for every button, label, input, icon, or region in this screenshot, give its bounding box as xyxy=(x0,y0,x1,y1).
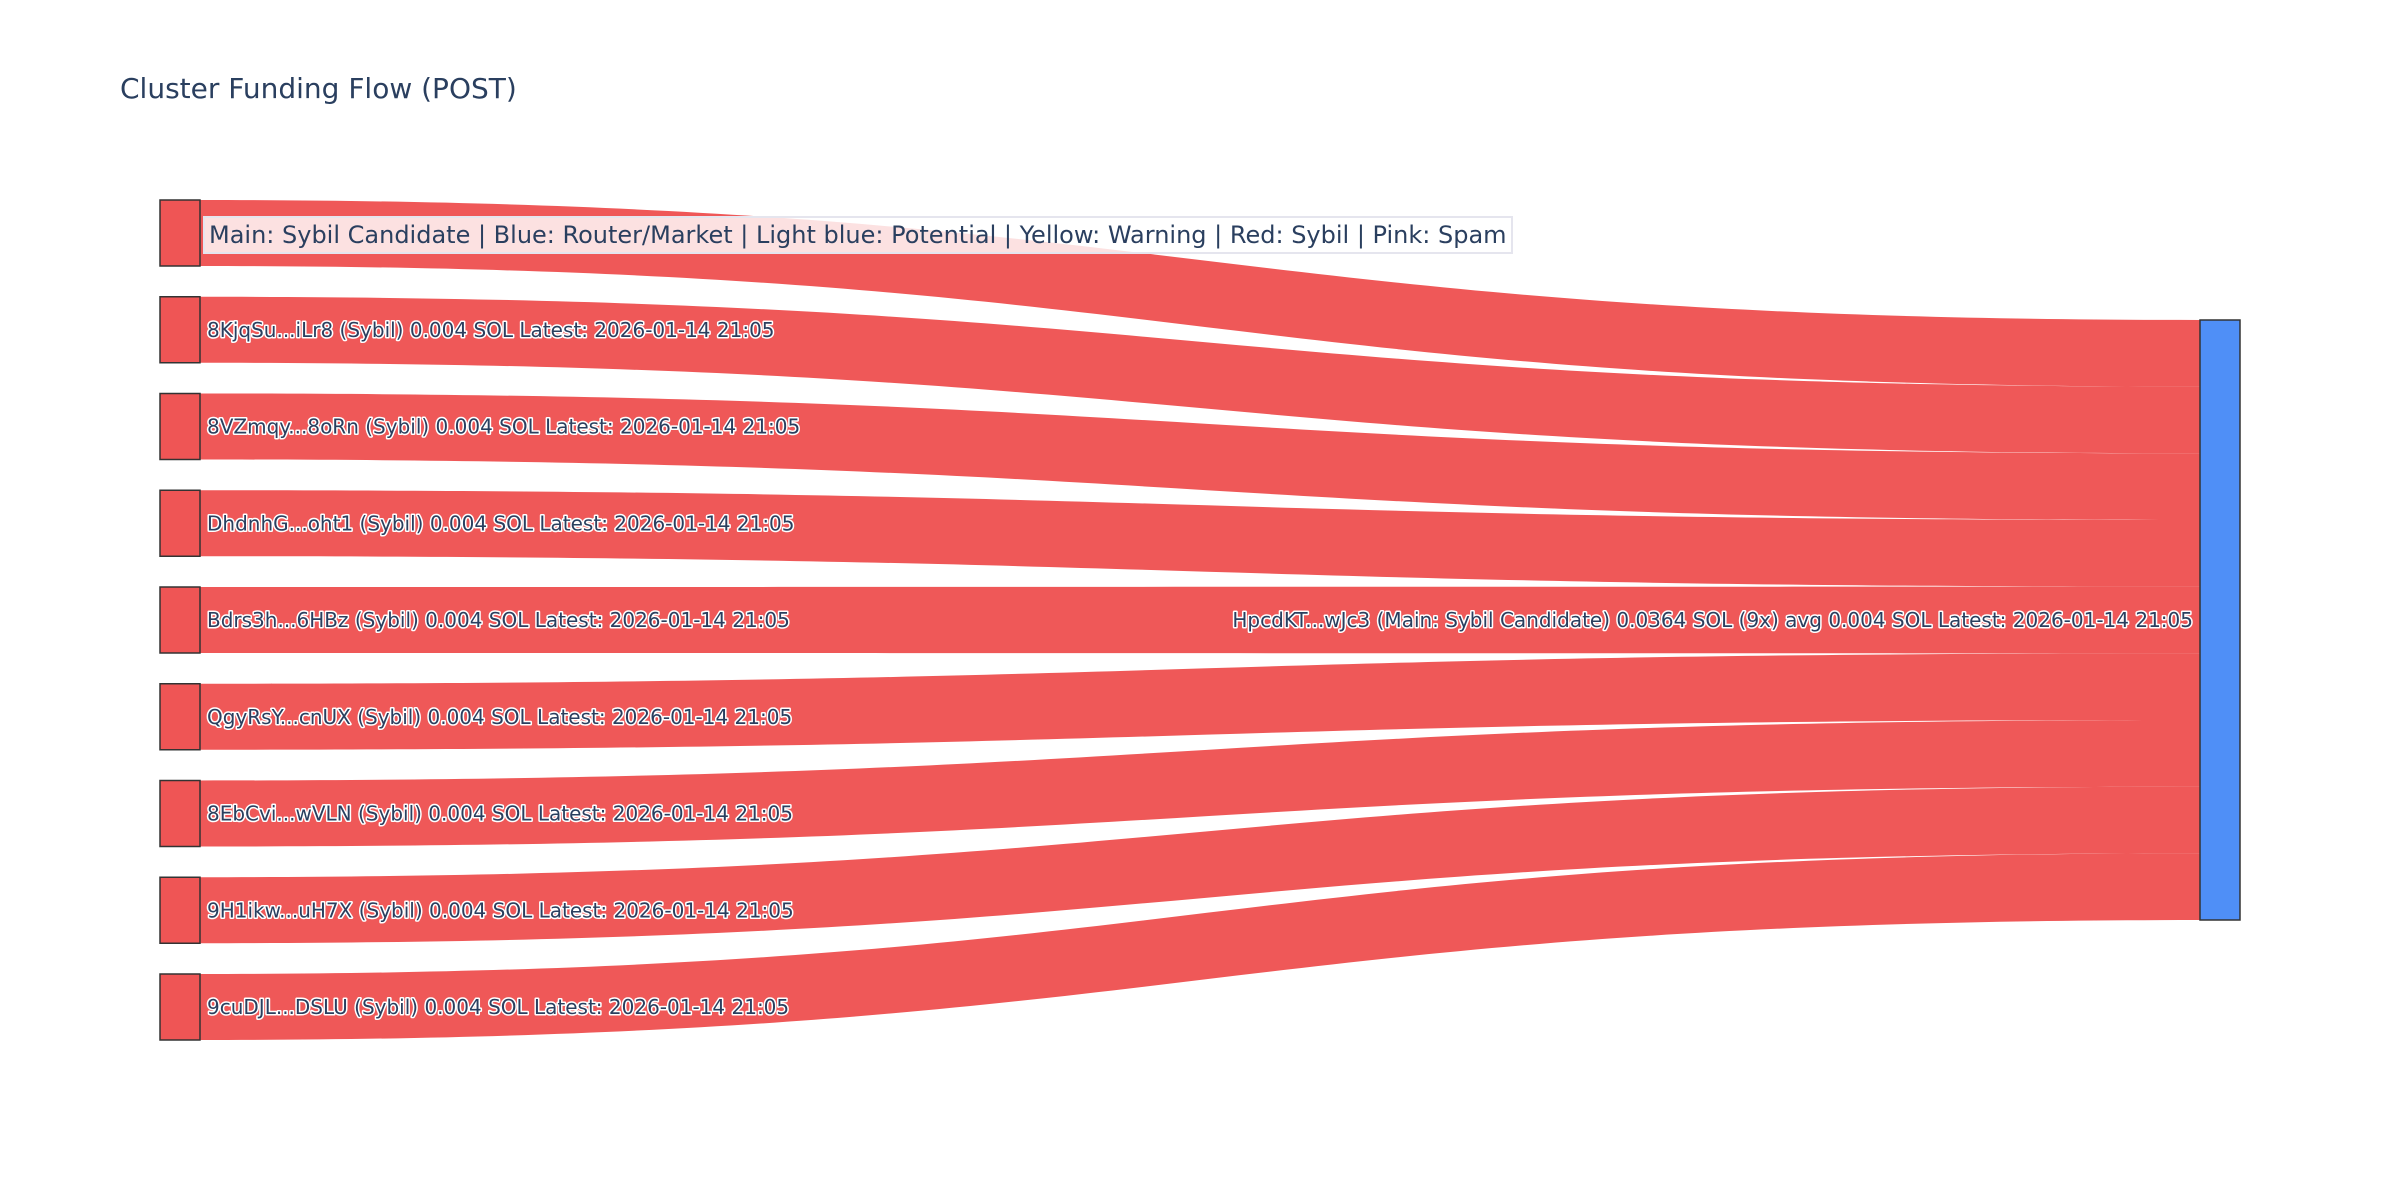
flow-link[interactable] xyxy=(200,490,2200,587)
flow-link[interactable] xyxy=(200,653,2200,750)
flow-link[interactable] xyxy=(200,786,2200,944)
source-label: 8EbCvi...wVLN (Sybil) 0.004 SOL Latest: … xyxy=(207,802,793,826)
source-node[interactable] xyxy=(159,199,201,267)
source-node[interactable] xyxy=(159,683,201,751)
flow-link[interactable] xyxy=(200,586,2200,654)
source-label: 9H1ikw...uH7X (Sybil) 0.004 SOL Latest: … xyxy=(207,898,794,922)
source-node[interactable] xyxy=(159,392,201,461)
source-node[interactable] xyxy=(159,779,201,848)
target-label: HpcdKT...wJc3 (Main: Sybil Candidate) 0.… xyxy=(1232,608,2193,632)
flow-link[interactable] xyxy=(200,296,2200,454)
source-node[interactable] xyxy=(159,586,201,654)
source-label: QgyRsY...cnUX (Sybil) 0.004 SOL Latest: … xyxy=(207,705,792,729)
flow-link[interactable] xyxy=(200,393,2200,521)
source-label: 8KjqSu...iLr8 (Sybil) 0.004 SOL Latest: … xyxy=(207,318,775,342)
source-label: Bdrs3h...6HBz (Sybil) 0.004 SOL Latest: … xyxy=(207,608,790,632)
source-node[interactable] xyxy=(159,489,201,557)
target-node[interactable] xyxy=(2199,319,2241,921)
source-label: 8VZmqy...8oRn (Sybil) 0.004 SOL Latest: … xyxy=(207,415,800,439)
source-node[interactable] xyxy=(159,876,201,944)
source-label: DhdnhG...oht1 (Sybil) 0.004 SOL Latest: … xyxy=(207,511,795,535)
source-label: 9cuDJL...DSLU (Sybil) 0.004 SOL Latest: … xyxy=(207,995,789,1019)
source-node[interactable] xyxy=(159,973,201,1041)
flow-link[interactable] xyxy=(200,853,2200,1040)
legend: Main: Sybil Candidate | Blue: Router/Mar… xyxy=(203,216,1513,254)
chart-title: Cluster Funding Flow (POST) xyxy=(120,72,517,105)
flow-link[interactable] xyxy=(200,720,2200,847)
source-node[interactable] xyxy=(159,296,201,364)
